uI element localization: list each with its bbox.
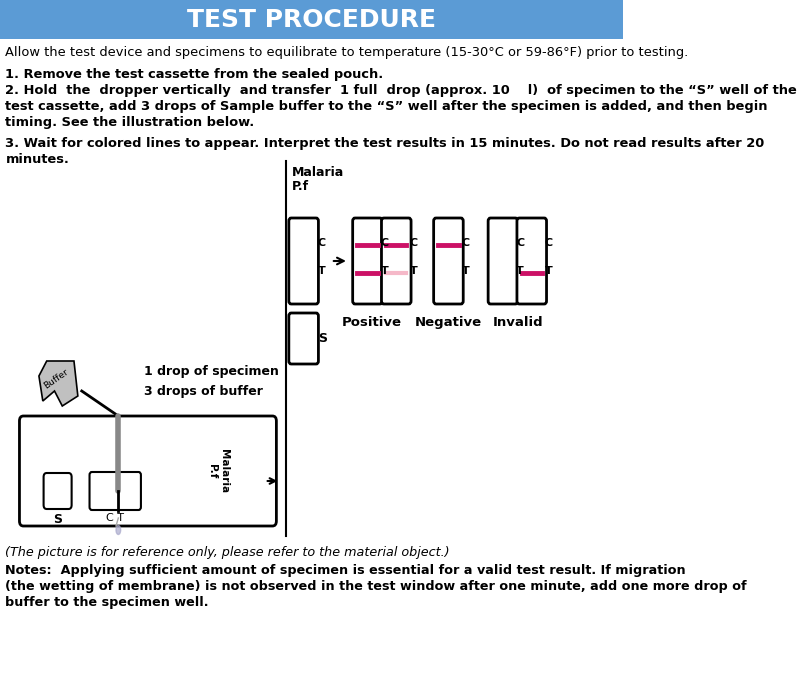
Text: T: T [462, 266, 470, 276]
Text: test cassette, add 3 drops of Sample buffer to the “S” well after the specimen i: test cassette, add 3 drops of Sample buf… [6, 100, 768, 113]
FancyBboxPatch shape [289, 313, 318, 364]
Text: Positive: Positive [342, 316, 402, 329]
Text: T: T [318, 266, 326, 276]
Text: Notes:  Applying sufficient amount of specimen is essential for a valid test res: Notes: Applying sufficient amount of spe… [6, 564, 686, 577]
Text: T: T [381, 266, 389, 276]
Text: S: S [318, 332, 326, 345]
Text: Buffer: Buffer [42, 368, 70, 390]
Text: T: T [516, 266, 524, 276]
Text: Negative: Negative [415, 316, 482, 329]
FancyBboxPatch shape [90, 472, 141, 510]
FancyBboxPatch shape [488, 218, 518, 304]
Text: Malaria
P.f: Malaria P.f [207, 449, 229, 493]
Text: 1. Remove the test cassette from the sealed pouch.: 1. Remove the test cassette from the sea… [6, 68, 384, 81]
FancyBboxPatch shape [0, 0, 623, 39]
Text: T: T [545, 266, 553, 276]
FancyBboxPatch shape [43, 473, 72, 509]
Text: (the wetting of membrane) is not observed in the test window after one minute, a: (the wetting of membrane) is not observe… [6, 580, 747, 593]
Text: 3. Wait for colored lines to appear. Interpret the test results in 15 minutes. D: 3. Wait for colored lines to appear. Int… [6, 137, 765, 150]
Ellipse shape [116, 525, 121, 535]
FancyBboxPatch shape [517, 218, 546, 304]
FancyBboxPatch shape [289, 218, 318, 304]
Text: Invalid: Invalid [493, 316, 544, 329]
FancyBboxPatch shape [353, 218, 382, 304]
Text: minutes.: minutes. [6, 153, 70, 166]
Text: T: T [410, 266, 418, 276]
Text: 2. Hold  the  dropper vertically  and transfer  1 full  drop (approx. 10    l)  : 2. Hold the dropper vertically and trans… [6, 84, 797, 97]
Text: buffer to the specimen well.: buffer to the specimen well. [6, 596, 209, 609]
Text: C: C [462, 238, 470, 248]
Text: TEST PROCEDURE: TEST PROCEDURE [187, 8, 436, 32]
Text: C: C [545, 238, 553, 248]
Text: S: S [53, 513, 62, 526]
Text: Allow the test device and specimens to equilibrate to temperature (15-30°C or 59: Allow the test device and specimens to e… [6, 46, 689, 59]
Text: C: C [318, 238, 326, 248]
Text: timing. See the illustration below.: timing. See the illustration below. [6, 116, 254, 129]
Text: C: C [381, 238, 389, 248]
Text: P.f: P.f [292, 180, 309, 193]
Text: 3 drops of buffer: 3 drops of buffer [144, 384, 263, 397]
Text: Malaria: Malaria [292, 166, 344, 179]
FancyBboxPatch shape [382, 218, 411, 304]
FancyBboxPatch shape [434, 218, 463, 304]
Text: C T: C T [106, 513, 124, 523]
Text: 1 drop of specimen: 1 drop of specimen [144, 364, 279, 377]
FancyBboxPatch shape [19, 416, 276, 526]
Text: C: C [410, 238, 418, 248]
Text: C: C [516, 238, 524, 248]
Polygon shape [39, 361, 78, 406]
Text: (The picture is for reference only, please refer to the material object.): (The picture is for reference only, plea… [6, 546, 450, 559]
